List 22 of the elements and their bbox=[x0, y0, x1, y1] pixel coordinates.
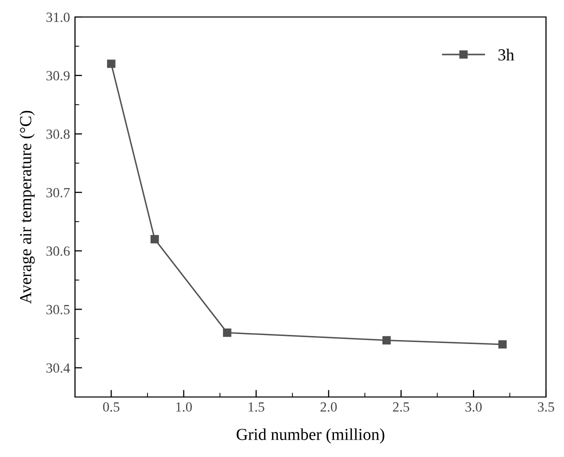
legend-label: 3h bbox=[498, 48, 514, 60]
point bbox=[223, 328, 232, 337]
y-tick-label: 30.8 bbox=[46, 130, 70, 139]
y-tick-label: 30.5 bbox=[46, 304, 70, 314]
y-tick-label: 30.4 bbox=[46, 363, 70, 373]
x-tick-label: 2.0 bbox=[320, 402, 337, 412]
point bbox=[107, 60, 116, 68]
x-tick-label: 1.5 bbox=[248, 402, 264, 412]
y-tick-label: 30.7 bbox=[46, 188, 70, 198]
x-axis-title: Grid number (million) bbox=[236, 428, 384, 444]
x-tick-label: 3.0 bbox=[466, 402, 482, 412]
x-tick-label: 0.5 bbox=[103, 402, 120, 412]
point bbox=[150, 234, 159, 244]
point bbox=[382, 336, 391, 344]
x-tick-label: 1.0 bbox=[176, 402, 192, 412]
y-tick-label: 30.9 bbox=[46, 71, 70, 80]
y-tick-label: 31.0 bbox=[46, 12, 70, 22]
point bbox=[498, 340, 507, 349]
x-tick-label: 2.5 bbox=[393, 402, 410, 412]
y-axis-title: Average air temperature (°C) bbox=[20, 110, 35, 304]
x-tick-label: 3.5 bbox=[538, 402, 554, 412]
y-tick-label: 30.6 bbox=[46, 246, 70, 256]
